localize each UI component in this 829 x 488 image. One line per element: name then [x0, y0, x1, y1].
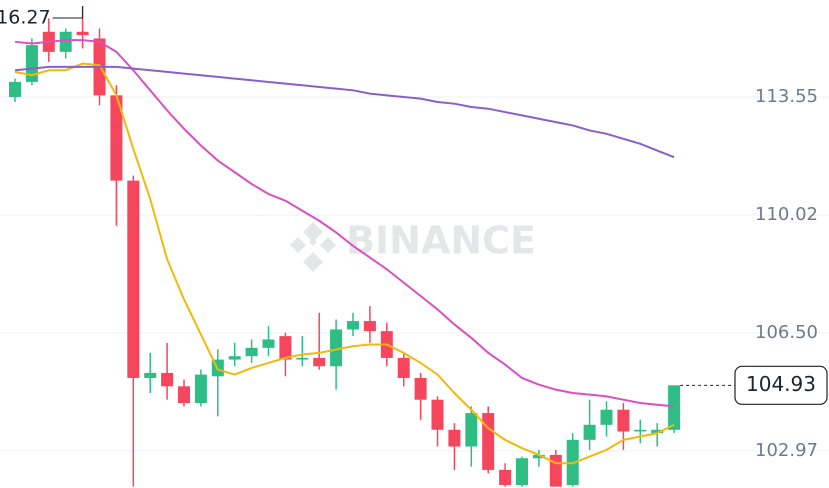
candle-body	[9, 81, 21, 97]
candle-body	[76, 31, 89, 36]
high-marker-line	[52, 6, 84, 19]
last-price-box	[734, 365, 828, 405]
candle-body	[59, 31, 72, 52]
watermark: BINANCE	[290, 219, 536, 272]
watermark-logo	[290, 222, 336, 272]
candle-body	[296, 357, 309, 360]
candle-body	[245, 347, 258, 357]
candle-body	[347, 321, 359, 330]
candle-body	[532, 454, 545, 459]
candle-body	[161, 372, 174, 387]
candle-body	[144, 372, 157, 378]
candle-body	[228, 356, 241, 360]
candle-body	[549, 454, 562, 487]
candle-body	[330, 329, 343, 367]
moving-average-line	[14, 65, 675, 159]
candle-body	[600, 409, 613, 425]
last-price-label: 104.93	[746, 372, 816, 396]
y-tick-label: 113.55	[755, 86, 818, 107]
candle-body	[127, 180, 140, 378]
high-label: 116.27	[0, 7, 51, 29]
moving-average-line	[14, 62, 675, 465]
candle-body	[279, 336, 292, 360]
candle-body	[313, 357, 326, 367]
candle-body	[363, 321, 376, 332]
candle-body	[617, 409, 630, 432]
candle-body	[668, 385, 681, 430]
candle-body	[397, 357, 410, 378]
candle-body	[178, 386, 190, 404]
candle-body	[431, 399, 444, 430]
candle-body	[499, 469, 512, 485]
candle-body	[110, 95, 123, 181]
y-tick-label: 102.97	[755, 440, 818, 461]
candle-body	[414, 377, 427, 400]
candle-body	[583, 424, 596, 440]
candle-body	[516, 458, 528, 485]
candle-body	[482, 413, 495, 470]
candle-body	[448, 429, 461, 447]
moving-average-line	[14, 39, 675, 408]
candle-body	[634, 429, 647, 432]
candle-body	[465, 413, 478, 447]
watermark-text: BINANCE	[346, 219, 536, 263]
y-tick-label: 110.02	[755, 204, 818, 225]
candle-body	[25, 45, 38, 82]
candle-body	[262, 339, 275, 348]
candle-body	[194, 374, 207, 404]
candle-body	[651, 429, 664, 434]
y-tick-label: 106.50	[755, 322, 818, 343]
